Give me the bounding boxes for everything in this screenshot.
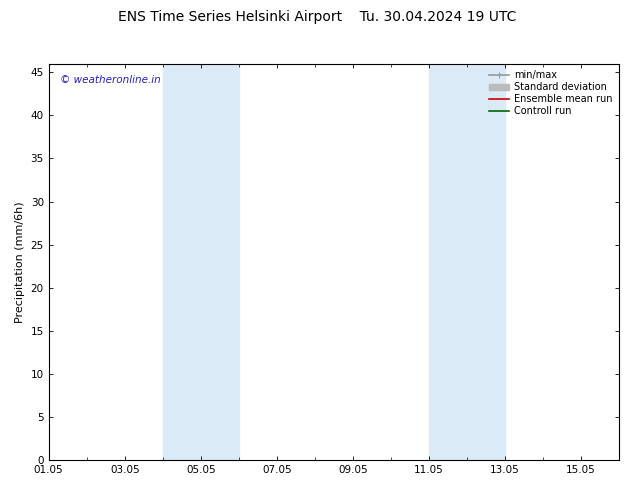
Bar: [429, 64, 505, 460]
Text: © weatheronline.in: © weatheronline.in: [60, 75, 161, 85]
Text: ENS Time Series Helsinki Airport    Tu. 30.04.2024 19 UTC: ENS Time Series Helsinki Airport Tu. 30.…: [118, 10, 516, 24]
Y-axis label: Precipitation (mm/6h): Precipitation (mm/6h): [15, 201, 25, 323]
Bar: [163, 64, 239, 460]
Legend: min/max, Standard deviation, Ensemble mean run, Controll run: min/max, Standard deviation, Ensemble me…: [486, 67, 616, 120]
